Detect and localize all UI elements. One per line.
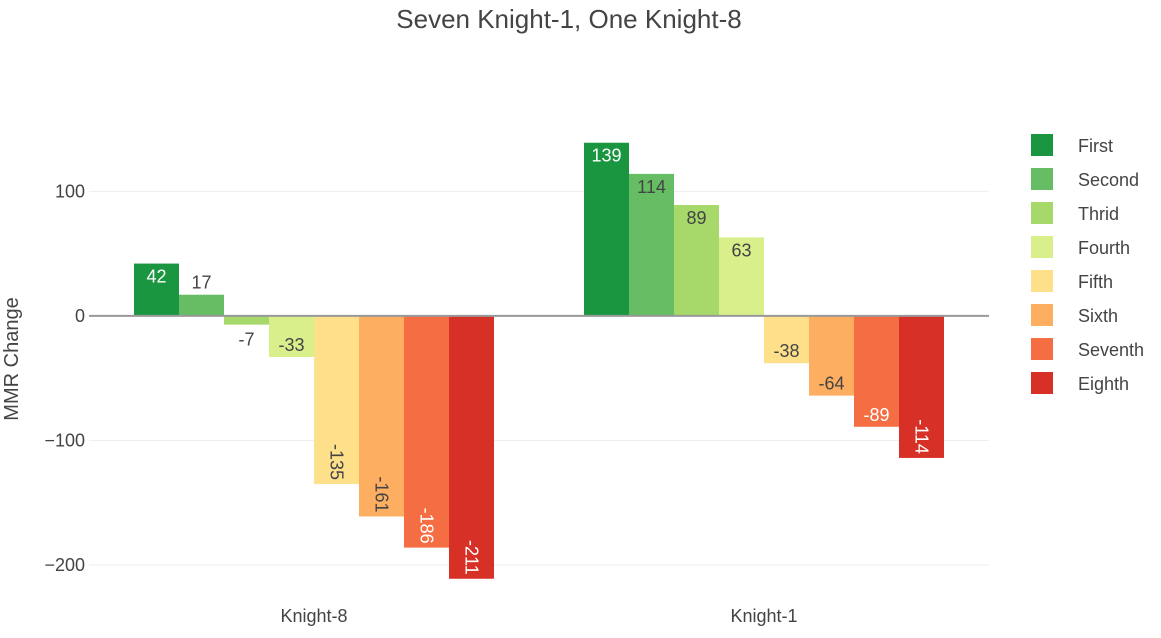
- legend-label: Eighth: [1078, 374, 1129, 394]
- x-tick-label: Knight-8: [280, 606, 347, 626]
- legend-swatch: [1031, 202, 1053, 224]
- legend-swatch: [1031, 168, 1053, 190]
- bar: [404, 315, 449, 548]
- bar: [359, 315, 404, 517]
- bar: [134, 263, 179, 316]
- bar: [764, 315, 809, 364]
- bar: [809, 315, 854, 396]
- bar-label: -38: [773, 341, 799, 361]
- bar: [719, 237, 764, 316]
- bar: [899, 315, 944, 458]
- bar-label: -161: [372, 476, 392, 512]
- bar-label: -64: [818, 374, 844, 394]
- y-axis-ticks: 100 0 −100 −200: [44, 181, 85, 575]
- bar-label: 89: [686, 208, 706, 228]
- bar: [854, 315, 899, 427]
- bar-label: -186: [417, 508, 437, 544]
- bar-label: 42: [146, 267, 166, 287]
- legend-label: Fourth: [1078, 238, 1130, 258]
- legend-swatch: [1031, 270, 1053, 292]
- legend-item[interactable]: Fifth: [1031, 270, 1113, 292]
- legend-label: Fifth: [1078, 272, 1113, 292]
- bar-label: 114: [637, 177, 666, 197]
- legend-item[interactable]: Thrid: [1031, 202, 1119, 224]
- legend: First Second Thrid Fourth Fifth Sixth Seventh E…: [1031, 134, 1144, 394]
- bar-label: -211: [462, 540, 482, 575]
- bar: [674, 205, 719, 316]
- bar: [269, 315, 314, 358]
- gridlines: [89, 190, 989, 566]
- legend-item[interactable]: First: [1031, 134, 1113, 156]
- bar-label: 139: [591, 146, 621, 166]
- bar-label: -33: [278, 335, 304, 355]
- legend-swatch: [1031, 338, 1053, 360]
- legend-label: Second: [1078, 170, 1139, 190]
- bar-label: -89: [863, 405, 889, 425]
- legend-label: First: [1078, 136, 1113, 156]
- y-tick-label: −200: [44, 555, 85, 575]
- legend-item[interactable]: Second: [1031, 168, 1139, 190]
- legend-swatch: [1031, 134, 1053, 156]
- x-axis-ticks: Knight-8 Knight-1: [280, 606, 797, 626]
- bar-label: 63: [731, 240, 751, 260]
- legend-item[interactable]: Sixth: [1031, 304, 1118, 326]
- legend-swatch: [1031, 304, 1053, 326]
- bar: [584, 142, 629, 316]
- bar-label: -114: [912, 419, 932, 454]
- y-axis-title: MMR Change: [1, 297, 23, 420]
- bar: [314, 315, 359, 485]
- legend-label: Sixth: [1078, 306, 1118, 326]
- y-tick-label: −100: [44, 430, 85, 450]
- bars: [134, 142, 944, 579]
- legend-label: Seventh: [1078, 340, 1144, 360]
- bar-label: -7: [238, 330, 254, 350]
- bar-label: -135: [327, 444, 347, 480]
- bar-label: 17: [191, 273, 211, 293]
- bar: [629, 173, 674, 316]
- legend-swatch: [1031, 372, 1053, 394]
- bar-labels: 42 139 17 114 -7 89 -33 63 -135 -38 -161 -64 -186 -89…: [146, 146, 931, 575]
- legend-swatch: [1031, 236, 1053, 258]
- bar: [179, 294, 224, 316]
- bar: [449, 315, 494, 579]
- y-tick-label: 0: [75, 306, 85, 326]
- legend-label: Thrid: [1078, 204, 1119, 224]
- y-tick-label: 100: [55, 181, 85, 201]
- legend-item[interactable]: Fourth: [1031, 236, 1130, 258]
- bar: [224, 315, 269, 325]
- legend-item[interactable]: Eighth: [1031, 372, 1129, 394]
- chart-title: Seven Knight-1, One Knight-8: [396, 4, 741, 34]
- x-tick-label: Knight-1: [730, 606, 797, 626]
- legend-item[interactable]: Seventh: [1031, 338, 1144, 360]
